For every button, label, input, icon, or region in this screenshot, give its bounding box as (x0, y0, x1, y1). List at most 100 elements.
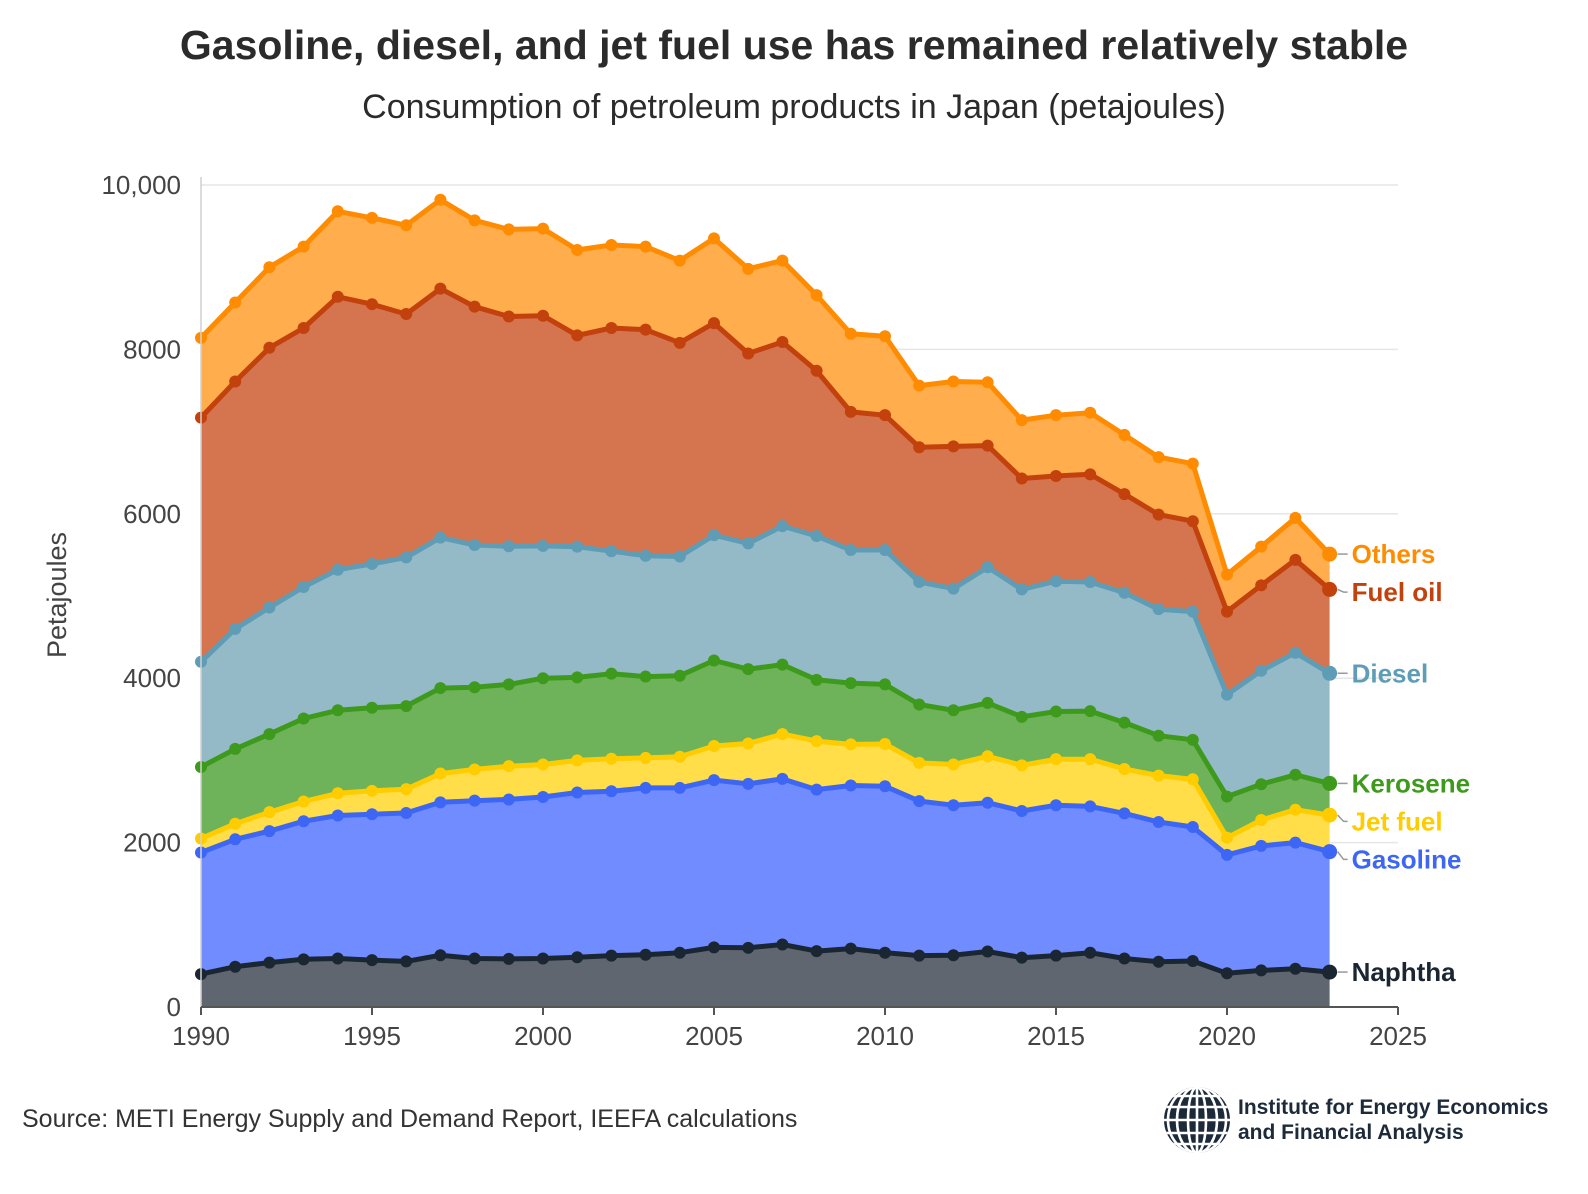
point-kerosene-1991 (229, 742, 242, 755)
point-fuel-oil-2015 (1050, 469, 1062, 482)
point-jet-fuel-2006 (742, 737, 755, 750)
point-kerosene-2001 (571, 671, 584, 684)
point-diesel-2010 (879, 543, 891, 556)
point-naphtha-1995 (366, 954, 378, 967)
y-tick-label: 0 (167, 992, 181, 1022)
y-tick-label: 4000 (123, 663, 181, 693)
point-jet-fuel-2007 (776, 728, 789, 741)
area-kerosene (201, 660, 1330, 839)
point-gasoline-2016 (1084, 800, 1097, 813)
point-others-2021 (1255, 540, 1268, 553)
point-gasoline-1996 (400, 807, 413, 820)
chart-title: Gasoline, diesel, and jet fuel use has r… (179, 22, 1409, 68)
point-diesel-2003 (639, 549, 652, 562)
point-fuel-oil-2014 (1015, 472, 1028, 485)
point-fuel-oil-2018 (1152, 508, 1165, 521)
point-kerosene-2004 (673, 669, 686, 682)
point-kerosene-2016 (1084, 705, 1097, 718)
point-fuel-oil-2010 (879, 409, 891, 422)
line-naphtha (200, 942, 1330, 977)
point-jet-fuel-1991 (229, 817, 242, 830)
point-diesel-2000 (537, 539, 549, 552)
point-jet-fuel-2018 (1152, 769, 1165, 782)
point-jet-fuel-2015 (1050, 753, 1062, 766)
area-others (201, 199, 1330, 612)
stacked-area-chart: 0 2000 4000 6000 8000 10,000 1990 1995 2000 2005… (42, 170, 1470, 1051)
point-fuel-oil-2009 (844, 405, 857, 418)
point-gasoline-2002 (605, 785, 618, 798)
point-fuel-oil-2023 (1322, 581, 1338, 597)
point-gasoline-2013 (981, 796, 994, 809)
point-others-2007 (776, 254, 789, 267)
point-fuel-oil-2011 (913, 441, 926, 454)
point-naphtha-2023 (1322, 964, 1338, 980)
y-tick-label: 2000 (123, 828, 181, 858)
point-diesel-2013 (981, 561, 994, 574)
point-naphtha-2011 (913, 949, 926, 962)
point-gasoline-2018 (1152, 816, 1165, 829)
point-others-2010 (879, 330, 891, 343)
point-gasoline-2003 (639, 781, 652, 794)
point-diesel-2020 (1221, 688, 1233, 701)
point-naphtha-1993 (297, 953, 310, 966)
point-kerosene-2003 (639, 670, 652, 683)
axes (200, 177, 1398, 1008)
point-kerosene-1993 (297, 712, 310, 725)
point-kerosene-2022 (1289, 768, 1302, 781)
line-jet-fuel (200, 731, 1330, 841)
point-jet-fuel-2012 (947, 758, 960, 771)
series-end-labels: Others Fuel oil Diesel Kerosene Jet fuel Gaso… (1337, 539, 1470, 987)
point-jet-fuel-2009 (844, 738, 857, 751)
point-gasoline-2000 (537, 790, 549, 803)
point-naphtha-1997 (434, 949, 447, 962)
series-areas (201, 199, 1330, 1007)
point-jet-fuel-2014 (1015, 759, 1028, 772)
point-kerosene-2007 (776, 658, 789, 671)
point-fuel-oil-1994 (331, 290, 344, 303)
series-lines (199, 197, 1332, 977)
point-jet-fuel-2002 (605, 752, 618, 765)
point-gasoline-2004 (673, 781, 686, 794)
point-jet-fuel-1992 (263, 806, 276, 819)
point-fuel-oil-2020 (1221, 605, 1233, 618)
point-others-2019 (1186, 457, 1199, 470)
point-others-1998 (468, 214, 481, 227)
point-jet-fuel-1993 (297, 795, 310, 808)
point-naphtha-2002 (605, 949, 618, 962)
point-kerosene-2019 (1186, 733, 1199, 746)
point-gasoline-2019 (1186, 820, 1199, 833)
point-kerosene-1999 (502, 678, 515, 691)
y-tick-label: 6000 (123, 499, 181, 529)
point-gasoline-2008 (810, 783, 823, 796)
point-others-1999 (502, 223, 515, 236)
point-naphtha-2015 (1050, 949, 1062, 962)
point-others-1991 (229, 296, 242, 309)
end-label-fuel-oil: Fuel oil (1352, 577, 1443, 607)
point-gasoline-2001 (571, 786, 584, 799)
point-fuel-oil-2007 (776, 336, 789, 349)
point-diesel-2012 (947, 582, 960, 595)
point-naphtha-2021 (1255, 964, 1268, 977)
point-fuel-oil-1998 (468, 300, 481, 313)
point-gasoline-2014 (1015, 804, 1028, 817)
end-label-gasoline: Gasoline (1352, 844, 1462, 874)
point-others-2009 (844, 327, 857, 340)
point-fuel-oil-1997 (434, 282, 447, 295)
leader-fuel-oil (1337, 588, 1348, 593)
x-tick-label: 2005 (685, 1021, 743, 1051)
point-others-2005 (708, 232, 720, 245)
area-jet-fuel (201, 734, 1330, 855)
point-others-2011 (913, 379, 926, 392)
point-gasoline-2005 (708, 774, 720, 787)
point-kerosene-2002 (605, 667, 618, 680)
point-kerosene-1994 (331, 704, 344, 717)
point-gasoline-2012 (947, 799, 960, 812)
leader-jet-fuel (1337, 814, 1348, 823)
point-others-2002 (605, 239, 618, 252)
globe-icon (1164, 1087, 1230, 1153)
point-others-1993 (297, 240, 310, 253)
end-label-jet-fuel: Jet fuel (1352, 806, 1443, 836)
point-gasoline-1993 (297, 815, 310, 828)
point-kerosene-2005 (708, 654, 720, 667)
line-diesel (199, 523, 1331, 698)
